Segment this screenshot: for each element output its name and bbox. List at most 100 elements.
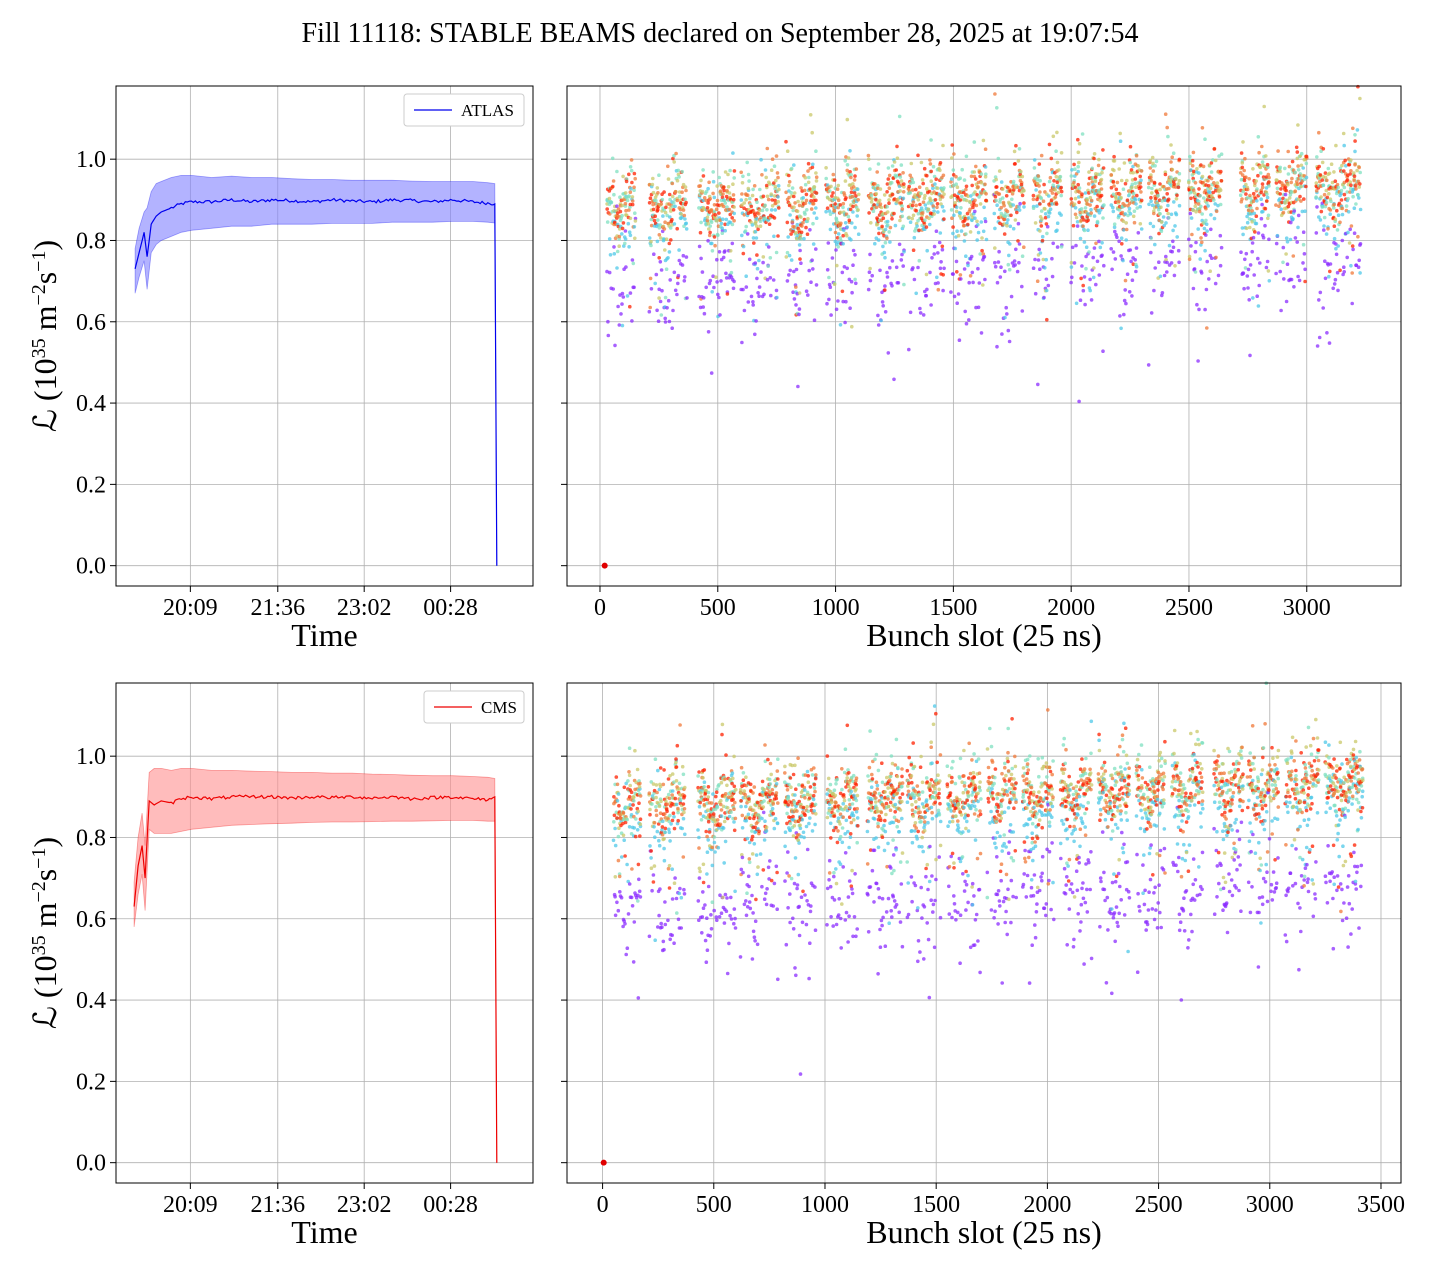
data-point [1189,196,1193,201]
data-point [1209,227,1213,232]
data-point [761,805,766,809]
data-point [697,876,702,880]
data-point [1011,203,1015,207]
data-point [777,187,781,192]
data-point [1059,245,1064,249]
data-point [880,761,884,765]
data-point [760,208,765,213]
data-point [1195,167,1199,171]
data-point [909,161,914,166]
data-point [1195,302,1199,307]
data-point [1345,178,1350,182]
data-point [1089,211,1093,215]
data-point [959,277,963,281]
data-point [788,776,793,780]
data-point [1203,307,1207,312]
data-point [1125,178,1129,183]
data-point [727,941,731,946]
data-point [845,163,850,167]
data-point [1342,192,1347,197]
data-point [613,343,617,348]
data-point [702,785,706,789]
data-point [668,839,672,843]
data-point [880,835,885,839]
data-point [1003,269,1007,274]
data-point [934,857,938,862]
data-point [709,220,714,224]
data-point [1219,169,1223,174]
data-point [829,836,833,840]
data-point [630,180,634,185]
data-point [1206,178,1210,183]
data-point [1162,273,1167,278]
data-point [1240,226,1245,230]
data-point [1161,215,1166,219]
data-point [1038,202,1042,206]
data-point [876,238,881,242]
data-point [1215,181,1220,185]
data-point [983,219,988,224]
data-point [1256,135,1261,139]
data-point [1321,147,1326,151]
data-point [854,787,858,791]
data-point [827,858,832,863]
data-point [1150,155,1155,160]
data-point [929,179,933,183]
data-point [630,319,634,323]
data-point [627,882,632,886]
data-point [760,884,764,889]
data-point [1109,173,1113,177]
data-point [791,814,795,819]
data-point [1248,353,1252,358]
data-point [810,165,815,170]
data-point [1332,224,1337,228]
data-point [808,941,812,945]
data-point [973,216,977,220]
data-point [1123,288,1127,292]
data-point [911,814,915,818]
data-point [803,893,807,897]
data-point [850,887,854,891]
data-point [662,208,666,212]
data-point [712,840,717,845]
data-point [1166,134,1170,139]
data-point [1149,250,1153,255]
data-point [924,776,929,780]
data-point [1014,247,1018,252]
data-point [786,235,790,239]
data-point [1285,198,1290,203]
data-point [928,844,932,849]
data-point [880,224,884,229]
data-point [672,826,677,831]
data-point [655,829,660,834]
y-axis-label: ℒ (1035 m−2s−1) [27,240,63,432]
data-point [1110,267,1114,272]
data-point [1275,186,1280,191]
data-point [1355,128,1360,132]
data-point [1011,179,1016,184]
data-point [797,203,802,208]
data-point [1282,277,1286,281]
data-point [677,781,682,786]
data-point [867,211,871,215]
data-point [1088,195,1093,200]
data-point [832,788,837,792]
data-point [824,176,828,181]
data-point [723,892,728,897]
data-point [663,295,668,300]
data-point [750,957,755,961]
data-point [1078,298,1083,303]
data-point [1246,267,1251,272]
data-point [709,371,714,375]
data-point [1357,196,1361,200]
data-point [757,829,761,834]
data-point [1355,168,1359,173]
data-point [804,289,809,294]
data-point [1334,252,1339,257]
data-point [1139,178,1143,183]
data-point [1019,169,1023,174]
y-axis-label-part: m [27,902,63,935]
data-point [1077,160,1081,165]
data-point [843,918,848,922]
data-point [931,186,935,191]
